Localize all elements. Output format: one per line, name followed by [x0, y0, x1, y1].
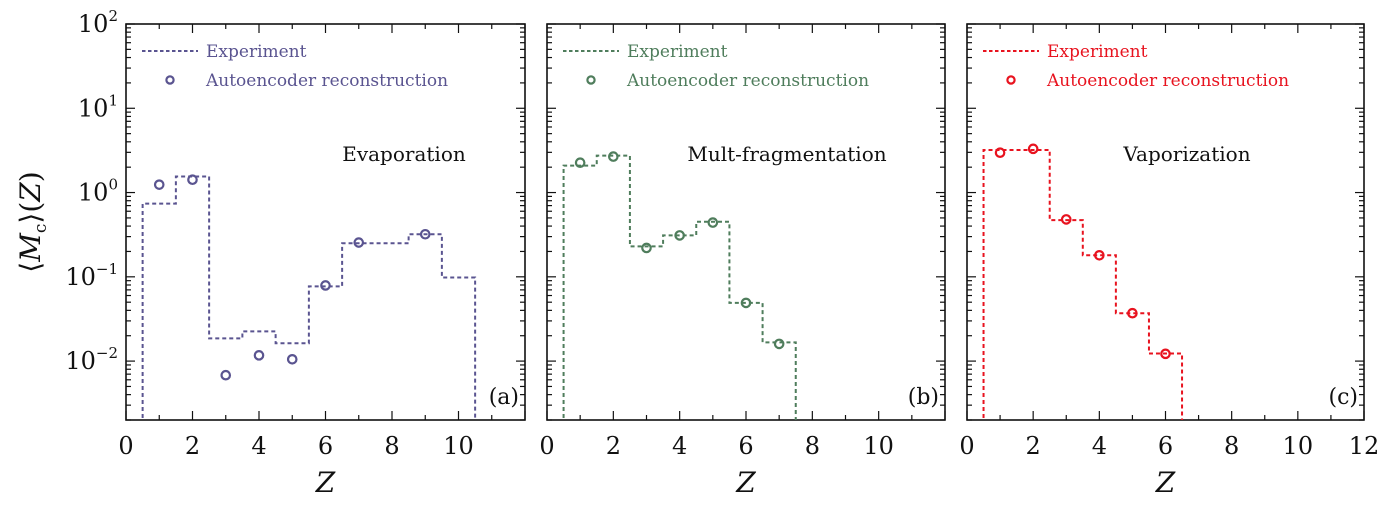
legend-label-reconstruction: Autoencoder reconstruction: [626, 71, 869, 91]
svg-text:⟨Mc⟩(Z): ⟨Mc⟩(Z): [14, 171, 51, 272]
reconstruction-point: [320, 280, 331, 291]
panel-b: 0 2 4 6 8 10 Experiment Autoencoder reconstruct…: [539, 23, 946, 499]
x-tick-label: 8: [805, 432, 820, 460]
x-tick-label: 0: [959, 432, 974, 460]
reconstruction-point: [641, 242, 652, 254]
reconstruction-point: [419, 228, 431, 240]
panel-title: Vaporization: [1122, 142, 1250, 166]
y-tick-label: 10−1: [65, 260, 118, 291]
x-tick-label: 4: [251, 432, 266, 460]
x-tick-label: 10: [443, 432, 474, 460]
x-tick-label: 10: [1283, 432, 1314, 460]
y-tick-label: 102: [78, 7, 118, 38]
x-tick-label: 4: [1092, 432, 1107, 460]
y-axis-label-close: ⟩(: [14, 202, 47, 224]
reconstruction-point: [674, 230, 685, 241]
y-axis-label-sub: c: [31, 224, 51, 234]
reconstruction-point: [994, 147, 1006, 159]
panel-tag: (b): [908, 385, 939, 410]
panel-c: 0 2 4 6 8 10 12 Experiment Autoencoder reconstru…: [959, 23, 1380, 499]
x-axis-label: Z: [735, 466, 756, 499]
panel-title: Evaporation: [342, 142, 466, 166]
y-tick-label: 10−2: [65, 344, 118, 375]
panel-tag: (c): [1329, 385, 1359, 410]
reconstruction-point: [1127, 307, 1138, 319]
x-axis-label: Z: [1155, 466, 1176, 499]
y-tick-label: 101: [78, 91, 118, 122]
x-tick-label: 2: [606, 432, 621, 460]
reconstruction-point: [1027, 143, 1039, 155]
reconstruction-point: [740, 297, 752, 309]
legend-label-reconstruction: Autoencoder reconstruction: [205, 71, 448, 91]
y-tick-label: 100: [78, 176, 118, 207]
x-tick-label: 0: [539, 432, 554, 460]
x-tick-label: 2: [185, 432, 200, 460]
y-axis-label: ⟨Mc⟩(Z): [14, 171, 51, 272]
x-tick-label: 8: [1224, 432, 1239, 460]
legend-circle-icon: [1006, 75, 1016, 85]
x-tick-label: 0: [118, 432, 133, 460]
reconstruction-point: [1094, 250, 1105, 261]
reconstruction-point: [220, 369, 232, 381]
reconstruction-point: [253, 350, 265, 361]
reconstruction-point: [574, 157, 586, 169]
y-axis-label-m: M: [14, 232, 47, 263]
panel-a: 0 2 4 6 8 10 10−2 10−1 100 101 102 Experiment Autoen…: [65, 7, 526, 499]
reconstruction-point: [153, 179, 165, 190]
reconstruction-point: [608, 151, 619, 162]
reconstruction-point: [773, 338, 785, 350]
panel-title: Mult-fragmentation: [687, 142, 886, 166]
x-tick-label: 6: [318, 432, 333, 460]
x-tick-label: 4: [672, 432, 687, 460]
experiment-step-line: [982, 148, 1184, 420]
experiment-step-line: [562, 154, 797, 420]
legend-label-experiment: Experiment: [206, 42, 307, 62]
x-tick-label: 2: [1026, 432, 1041, 460]
x-tick-label: 10: [863, 432, 894, 460]
legend-label-reconstruction: Autoencoder reconstruction: [1046, 71, 1289, 91]
legend: Experiment Autoencoder reconstruction: [563, 42, 869, 91]
x-tick-label: 6: [1158, 432, 1173, 460]
y-axis-label-end: ): [14, 171, 47, 182]
legend-label-experiment: Experiment: [1047, 42, 1148, 62]
x-tick-label: 8: [384, 432, 399, 460]
legend: Experiment Autoencoder reconstruction: [142, 42, 448, 91]
legend-label-experiment: Experiment: [627, 42, 728, 62]
x-axis-label: Z: [315, 466, 336, 499]
reconstruction-point: [1060, 214, 1072, 225]
reconstruction-point: [286, 354, 298, 365]
experiment-step-line: [141, 175, 477, 420]
legend-circle-icon: [165, 75, 175, 85]
x-tick-label: 6: [738, 432, 753, 460]
reconstruction-point: [353, 237, 365, 248]
reconstruction-point: [707, 217, 719, 228]
y-axis-label-z: Z: [14, 182, 47, 203]
panel-tag: (a): [489, 385, 519, 410]
reconstruction-point: [1160, 348, 1171, 360]
reconstruction-point: [187, 174, 198, 186]
legend-circle-icon: [586, 75, 596, 85]
legend: Experiment Autoencoder reconstruction: [983, 42, 1289, 91]
x-tick-label: 12: [1349, 432, 1380, 460]
y-axis-label-open: ⟨: [14, 262, 47, 273]
